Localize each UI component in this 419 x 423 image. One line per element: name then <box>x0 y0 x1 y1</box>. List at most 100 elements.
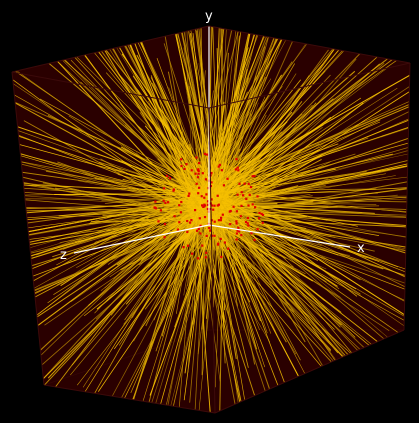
detector-hit <box>153 206 156 209</box>
detector-hit <box>212 208 215 211</box>
particle-track <box>47 44 202 200</box>
detector-hit <box>261 213 265 216</box>
particle-track <box>109 214 203 278</box>
detector-hit <box>237 169 240 172</box>
detector-hit <box>163 223 166 226</box>
detector-hit <box>163 236 166 239</box>
particle-track <box>199 26 234 198</box>
particle-track <box>217 42 346 193</box>
detector-hit <box>235 158 238 161</box>
detector-hit <box>206 203 210 206</box>
detector-hit <box>194 209 197 212</box>
detector-hit <box>173 215 176 218</box>
particle-track <box>94 217 209 413</box>
detector-hit <box>250 232 253 235</box>
particle-track <box>209 211 287 343</box>
detector-hit <box>196 176 199 179</box>
particle-track <box>54 198 201 228</box>
particle-track <box>197 209 410 232</box>
detector-hit <box>201 244 204 247</box>
detector-hit <box>256 228 259 231</box>
particle-track <box>95 178 207 197</box>
particle-track <box>194 151 410 213</box>
detector-hit <box>186 230 189 233</box>
particle-track <box>209 202 375 214</box>
particle-track <box>39 98 211 192</box>
detector-hit <box>210 198 213 201</box>
particle-track <box>213 214 410 263</box>
particle-track <box>202 26 287 198</box>
particle-track <box>42 182 201 217</box>
detector-hit <box>172 188 175 191</box>
detector-hit <box>221 213 224 216</box>
particle-track <box>12 205 195 241</box>
detector-hit <box>217 219 221 222</box>
detector-hit <box>172 189 175 192</box>
detector-hit <box>195 182 198 185</box>
particle-track <box>195 26 267 200</box>
detector-hit <box>197 192 200 195</box>
detector-hit <box>240 204 243 207</box>
particle-track <box>118 209 209 346</box>
detector-hit <box>240 234 243 237</box>
detector-hit <box>168 176 171 180</box>
detector-hit <box>159 209 162 212</box>
x-axis-line <box>208 224 351 248</box>
detector-hit <box>223 241 226 244</box>
particle-track <box>167 71 197 209</box>
particle-track <box>207 216 322 246</box>
particle-track <box>95 214 203 320</box>
particle-track <box>12 67 198 217</box>
detector-hit <box>157 220 160 223</box>
particle-track <box>12 149 213 212</box>
detector-hit <box>235 222 238 225</box>
particle-track <box>218 193 367 259</box>
particle-track <box>190 210 207 413</box>
detector-hit <box>258 217 261 220</box>
detector-hit <box>211 204 214 207</box>
detector-hit <box>247 204 250 207</box>
detector-hit <box>248 193 251 196</box>
detector-hit <box>217 165 220 168</box>
particle-track <box>221 75 310 205</box>
particle-track <box>25 200 224 397</box>
detector-hit <box>205 234 208 237</box>
particle-track <box>216 203 340 290</box>
detector-hit <box>236 229 239 232</box>
particle-track <box>160 193 208 413</box>
detector-hit <box>201 204 204 207</box>
detector-box-edge <box>11 25 210 73</box>
detector-hit <box>251 175 254 178</box>
detector-hit <box>249 186 253 189</box>
detector-hit <box>154 200 157 203</box>
particle-track <box>209 201 241 413</box>
detector-hit <box>226 177 229 180</box>
z-axis-label: z <box>60 248 67 263</box>
particle-track <box>188 208 198 314</box>
detector-hit <box>251 203 254 206</box>
detector-hit <box>203 196 206 199</box>
particle-track <box>28 206 202 257</box>
particle-track <box>150 75 196 212</box>
particle-track <box>216 194 398 215</box>
detector-hit <box>205 193 208 196</box>
detector-hit <box>200 195 203 198</box>
detector-hit <box>205 251 208 254</box>
detector-hit <box>163 187 166 190</box>
particle-track <box>206 205 380 209</box>
detector-hit <box>185 163 188 166</box>
detector-hit <box>254 206 257 209</box>
detector-hit <box>196 257 200 260</box>
detector-hit <box>165 174 169 177</box>
detector-box-edge <box>43 384 216 414</box>
particle-track <box>222 203 341 328</box>
detector-hit <box>203 205 206 208</box>
detector-box-front <box>11 25 411 414</box>
detector-hit <box>213 204 216 207</box>
detector-hit <box>210 171 213 175</box>
particle-track <box>70 59 207 204</box>
particle-track <box>113 195 198 280</box>
particle-track <box>209 72 410 221</box>
